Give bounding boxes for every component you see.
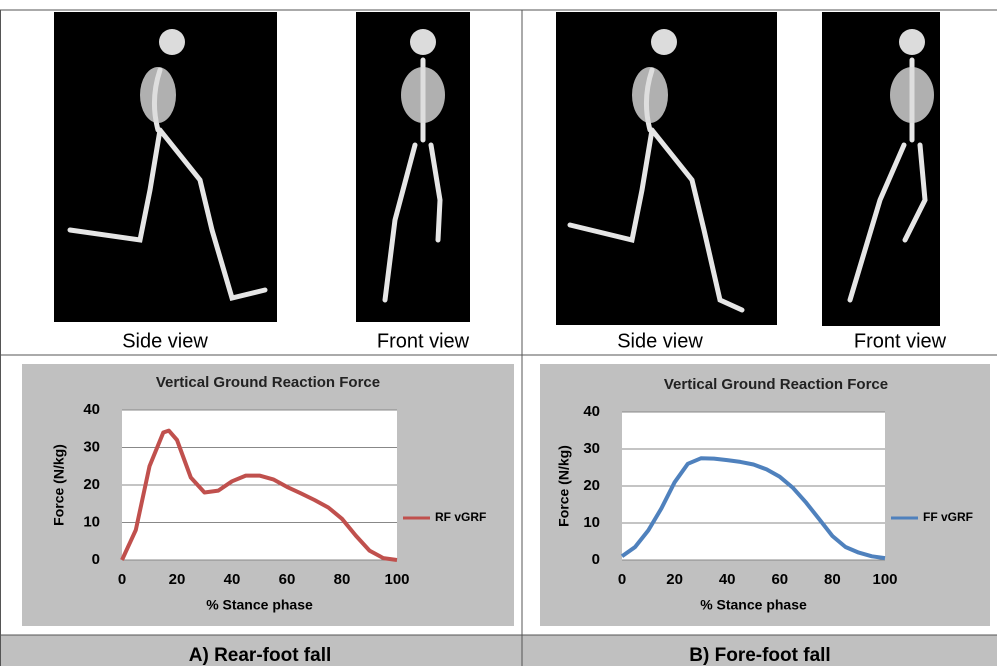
y-tick-label: 10: [83, 513, 100, 530]
x-tick-label: 40: [224, 571, 241, 588]
y-axis-label: Force (N/kg): [51, 444, 67, 526]
view-label: Side view: [617, 330, 703, 352]
x-axis-label: % Stance phase: [700, 597, 807, 613]
x-tick-label: 40: [719, 571, 736, 588]
skeleton-image: [356, 12, 470, 322]
x-tick-label: 100: [872, 571, 897, 588]
x-tick-label: 60: [771, 571, 788, 588]
y-tick-label: 30: [83, 438, 100, 455]
x-tick-label: 100: [384, 571, 409, 588]
caption-row: [0, 635, 997, 666]
view-label: Side view: [122, 330, 208, 352]
x-axis-label: % Stance phase: [206, 597, 313, 613]
y-tick-label: 20: [83, 476, 100, 493]
x-tick-label: 20: [169, 571, 186, 588]
caption: B) Fore-foot fall: [689, 645, 830, 666]
x-tick-label: 0: [118, 571, 126, 588]
x-tick-label: 80: [824, 571, 841, 588]
legend-label: RF vGRF: [435, 510, 486, 524]
x-tick-label: 20: [666, 571, 683, 588]
view-label: Front view: [854, 330, 947, 352]
skeleton-image: [556, 12, 777, 325]
chart-title: Vertical Ground Reaction Force: [156, 374, 380, 391]
y-tick-label: 20: [583, 477, 600, 494]
y-tick-label: 0: [92, 551, 100, 568]
chart-title: Vertical Ground Reaction Force: [664, 376, 888, 393]
skeleton-image: [54, 12, 277, 322]
figure: Side view Front view Side view Front vie…: [0, 0, 997, 666]
y-axis-label: Force (N/kg): [556, 445, 572, 527]
x-tick-label: 80: [334, 571, 351, 588]
y-tick-label: 40: [83, 401, 100, 418]
y-tick-label: 40: [583, 403, 600, 420]
y-tick-label: 0: [592, 551, 600, 568]
legend-label: FF vGRF: [923, 510, 973, 524]
x-tick-label: 0: [618, 571, 626, 588]
view-label: Front view: [377, 330, 470, 352]
y-tick-label: 10: [583, 514, 600, 531]
x-tick-label: 60: [279, 571, 296, 588]
y-tick-label: 30: [583, 440, 600, 457]
caption: A) Rear-foot fall: [189, 645, 332, 666]
